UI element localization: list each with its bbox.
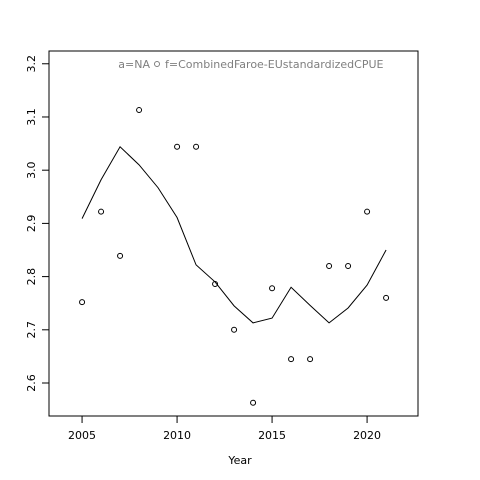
y-tick-label: 3.0	[25, 161, 38, 179]
data-point	[383, 294, 390, 301]
legend-symbol	[154, 61, 160, 67]
data-point	[326, 262, 333, 269]
data-point	[345, 262, 352, 269]
x-tick-label: 2005	[68, 429, 96, 442]
x-tick-label: 2010	[163, 429, 191, 442]
data-point	[307, 356, 314, 363]
data-point	[288, 356, 295, 363]
y-tick-label: 2.7	[25, 321, 38, 339]
data-point	[117, 252, 124, 259]
data-point	[269, 285, 276, 292]
data-point	[193, 143, 200, 150]
data-point	[231, 326, 238, 333]
data-point	[250, 399, 257, 406]
data-point	[174, 143, 181, 150]
data-point	[364, 208, 371, 215]
data-line	[81, 145, 387, 324]
y-tick-label: 2.9	[25, 215, 38, 233]
data-point	[136, 107, 143, 114]
data-point	[79, 299, 86, 306]
y-tick-label: 2.6	[25, 374, 38, 392]
y-tick-label: 3.2	[25, 55, 38, 73]
y-tick-label: 3.1	[25, 108, 38, 126]
annotation: f=CombinedFaroe-EUstandardizedCPUE	[165, 58, 384, 71]
x-axis-label: Year	[227, 454, 252, 467]
annotation: a=NA	[118, 58, 150, 71]
y-tick-label: 2.8	[25, 268, 38, 286]
data-point	[98, 208, 105, 215]
x-tick-label: 2015	[258, 429, 286, 442]
x-tick-label: 2020	[353, 429, 381, 442]
